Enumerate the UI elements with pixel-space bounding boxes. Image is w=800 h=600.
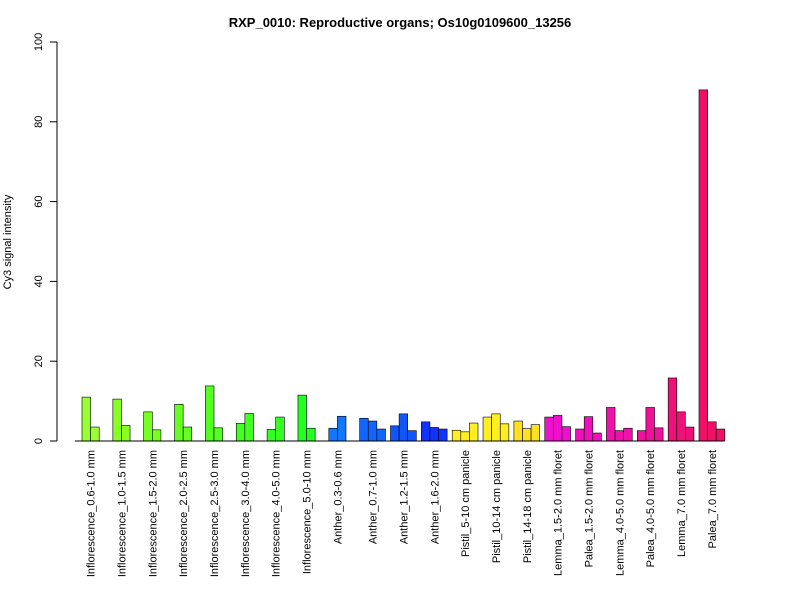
bar — [715, 428, 726, 442]
bar — [376, 428, 386, 442]
bar — [359, 417, 369, 442]
bar — [553, 415, 563, 442]
bar — [429, 427, 439, 442]
bar — [266, 429, 277, 442]
x-category-label: Pistil_10-14 cm panicle — [491, 450, 503, 563]
x-category-label: Inflorescence_1.0-1.5 mm — [116, 450, 128, 577]
bar — [275, 416, 285, 442]
y-tick-label: 0 — [33, 438, 45, 444]
bar — [645, 407, 655, 442]
bar — [421, 421, 431, 442]
bar — [654, 427, 664, 442]
bar — [606, 407, 616, 442]
x-category-label: Inflorescence_0.6-1.0 mm — [86, 450, 98, 577]
bar — [121, 425, 131, 442]
y-tick-label: 20 — [33, 355, 45, 367]
bar — [623, 427, 633, 442]
x-category-label: Inflorescence_1.5-2.0 mm — [147, 450, 159, 577]
x-category-label: Palea_7.0 mm floret — [707, 450, 719, 548]
bar — [337, 415, 347, 442]
x-category-label: Inflorescence_2.0-2.5 mm — [178, 450, 190, 577]
category-labels: Inflorescence_0.6-1.0 mm Inflorescence_1.… — [86, 450, 719, 577]
bar — [676, 411, 686, 442]
bar — [390, 425, 400, 442]
bar — [707, 421, 717, 442]
bar — [575, 428, 585, 442]
x-category-label: Pistil_5-10 cm panicle — [460, 450, 472, 557]
bar — [407, 430, 417, 442]
x-category-label: Inflorescence_3.0-4.0 mm — [240, 450, 252, 577]
bar — [213, 427, 223, 442]
bar — [491, 413, 501, 442]
x-category-label: Lemma_1.5-2.0 mm floret — [553, 450, 565, 576]
bar — [235, 423, 246, 442]
bar — [143, 411, 153, 442]
x-category-label: Palea_4.0-5.0 mm floret — [645, 450, 657, 567]
bar — [438, 428, 448, 442]
bar — [522, 428, 532, 442]
bar — [174, 403, 184, 442]
bar — [685, 426, 695, 442]
bar — [561, 426, 571, 442]
bar — [112, 398, 122, 442]
x-category-label: Pistil_14-18 cm panicle — [522, 450, 534, 563]
y-tick-label: 100 — [33, 33, 45, 51]
bar — [297, 394, 307, 442]
x-category-label: Anther_1.2-1.5 mm — [398, 450, 410, 544]
y-tick-label: 40 — [33, 275, 45, 287]
bar — [367, 420, 378, 442]
bar — [698, 89, 708, 442]
bar — [451, 429, 462, 442]
bar — [460, 431, 470, 442]
bars-group — [75, 89, 726, 442]
bar — [90, 426, 100, 442]
x-category-label: Anther_0.3-0.6 mm — [332, 450, 344, 544]
bar — [205, 385, 215, 442]
bar — [81, 396, 91, 442]
bar — [583, 416, 594, 442]
bar — [544, 416, 554, 442]
x-category-label: Anther_1.6-2.0 mm — [429, 450, 441, 544]
bar — [592, 432, 602, 442]
bar — [513, 420, 523, 442]
bar — [306, 427, 316, 442]
x-category-label: Inflorescence_4.0-5.0 mm — [271, 450, 283, 577]
y-axis: 0 20 40 60 80 100 — [33, 33, 58, 444]
bar — [244, 413, 254, 442]
bar — [614, 430, 624, 442]
y-tick-label: 80 — [33, 116, 45, 128]
bar — [667, 377, 678, 442]
bar — [152, 429, 162, 442]
chart-title: RXP_0010: Reproductive organs; Os10g0109… — [229, 15, 572, 30]
x-category-label: Inflorescence_2.5-3.0 mm — [209, 450, 221, 577]
bar — [530, 424, 540, 442]
x-category-label: Anther_0.7-1.0 mm — [368, 450, 380, 544]
y-axis-label: Cy3 signal intensity — [2, 194, 14, 289]
x-category-label: Lemma_7.0 mm floret — [676, 450, 688, 557]
x-category-label: Lemma_4.0-5.0 mm floret — [614, 450, 626, 576]
bar — [328, 427, 338, 442]
bar — [398, 413, 409, 442]
bar — [499, 423, 510, 442]
bar — [469, 422, 479, 442]
bar — [182, 426, 193, 442]
bar — [482, 416, 492, 442]
bar — [636, 430, 647, 442]
y-tick-label: 60 — [33, 195, 45, 207]
x-category-label: Inflorescence_5.0-10 mm — [302, 450, 314, 574]
x-category-label: Palea_1.5-2.0 mm floret — [584, 450, 596, 567]
